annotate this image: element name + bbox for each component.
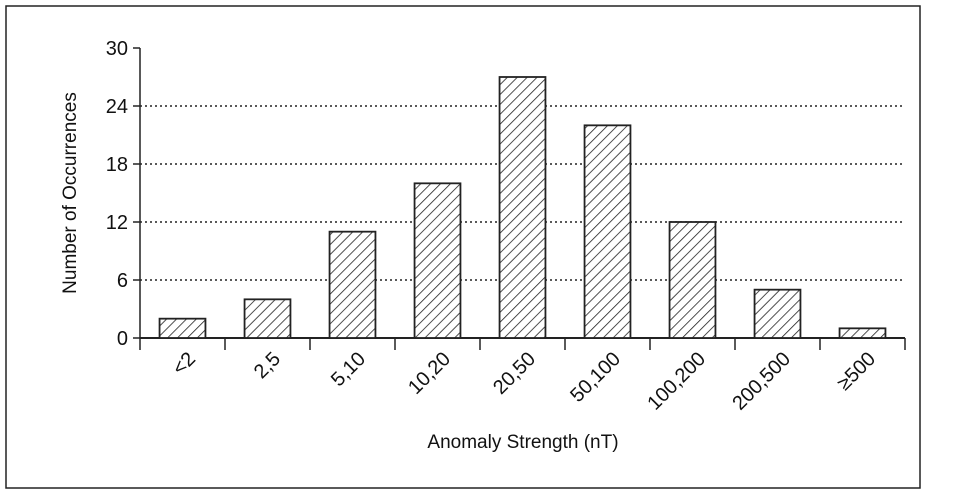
bar (838, 327, 887, 339)
bar (413, 182, 462, 339)
bar (668, 221, 717, 339)
bar (753, 288, 802, 339)
bar (158, 317, 207, 339)
x-tick-label: ≥500 (833, 348, 880, 395)
x-tick-label: 2,5 (250, 348, 285, 383)
frame (5, 5, 921, 489)
y-tick-label: 12 (106, 212, 128, 234)
x-axis-label: Anomaly Strength (nT) (427, 432, 618, 453)
bar (583, 124, 632, 339)
x-tick-label: 5,10 (327, 348, 370, 391)
x-tick-label: 200,500 (728, 348, 795, 415)
y-tick-label: 30 (106, 38, 128, 60)
y-tick-label: 6 (117, 270, 128, 292)
bar (328, 230, 377, 339)
y-tick-label: 0 (117, 328, 128, 350)
x-tick-label: 100,200 (643, 348, 710, 415)
x-tick-label: 50,100 (566, 348, 625, 407)
bar (498, 76, 547, 339)
x-tick-label: 20,50 (489, 348, 540, 399)
x-tick-label: <2 (168, 348, 200, 380)
y-tick-label: 18 (106, 154, 128, 176)
y-axis-label: Number of Occurrences (60, 92, 81, 294)
y-tick-label: 24 (106, 96, 128, 118)
bar (243, 298, 292, 339)
x-tick-label: 10,20 (404, 348, 455, 399)
